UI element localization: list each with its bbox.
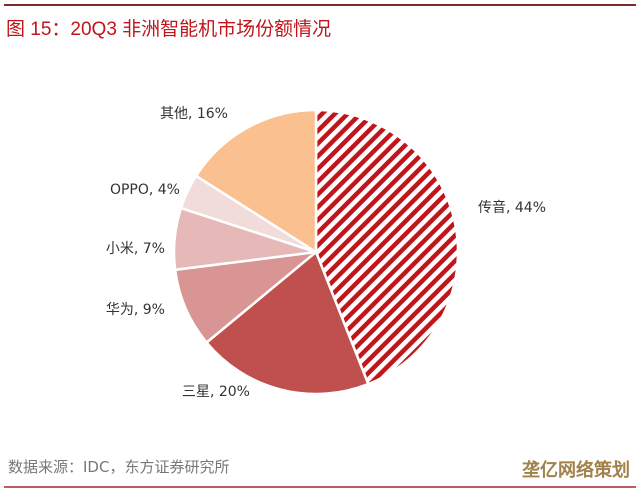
pie-slice-5 [194, 108, 318, 255]
watermark: 垄亿网络策划 [522, 460, 630, 481]
slice-label-2: 华为, 9% [106, 302, 165, 318]
slice-label-3: 小米, 7% [106, 241, 165, 257]
pie-slice-2 [173, 250, 321, 345]
slice-label-4: OPPO, 4% [110, 182, 180, 198]
source-note: 数据来源：IDC，东方证券研究所 [8, 458, 230, 476]
slice-label-0: 传音, 44% [478, 199, 546, 216]
pie-slice-0 [314, 108, 460, 386]
slice-label-1: 三星, 20% [182, 384, 250, 400]
top-rule [4, 4, 636, 6]
bottom-rule [4, 486, 636, 488]
figure-title: 图 15：20Q3 非洲智能机市场份额情况 [6, 19, 332, 40]
pie-slice-1 [204, 249, 370, 396]
slice-label-5: 其他, 16% [160, 106, 228, 122]
